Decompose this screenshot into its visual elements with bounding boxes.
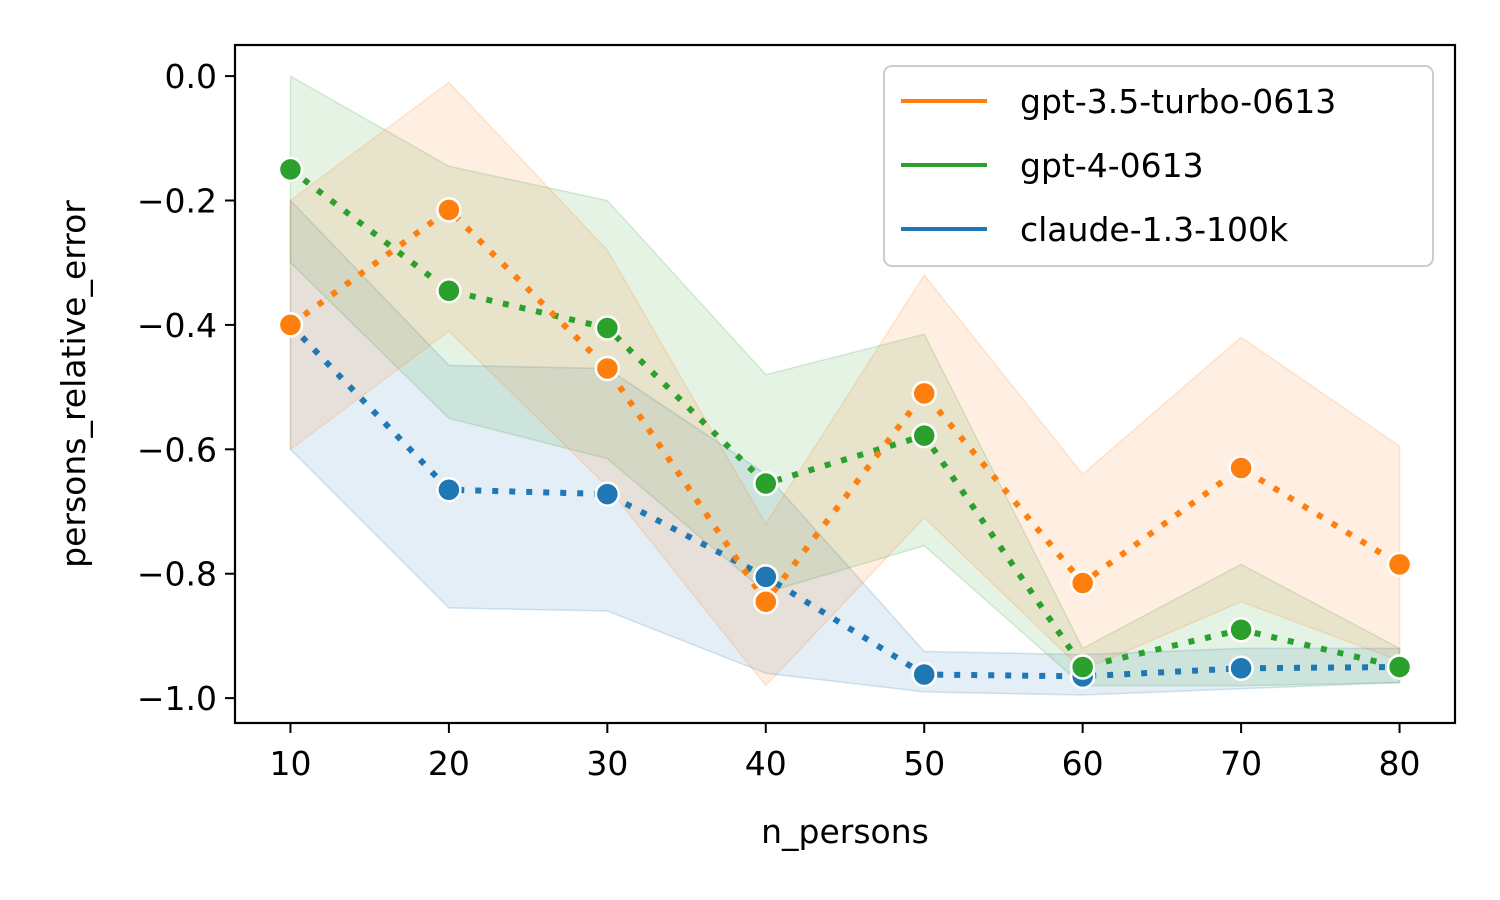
data-point-gpt-4-0613-40 xyxy=(753,470,779,497)
legend-label-gpt-4-0613: gpt-4-0613 xyxy=(1020,146,1204,185)
x-tick-label: 10 xyxy=(269,744,311,783)
data-point-gpt-4-0613-80 xyxy=(1386,654,1413,680)
series-markers xyxy=(277,156,1413,690)
legend-label-gpt-3-5-turbo-0613: gpt-3.5-turbo-0613 xyxy=(1020,82,1336,121)
data-point-gpt-4-0613-60 xyxy=(1069,654,1096,680)
x-axis-label: n_persons xyxy=(761,812,929,851)
series-line-gpt-4-0613 xyxy=(288,167,1401,671)
ci-band-gpt-4-0613 xyxy=(289,74,1401,687)
data-point-gpt-3-5-turbo-0613-70 xyxy=(1228,455,1254,481)
data-point-gpt-3-5-turbo-0613-80 xyxy=(1386,551,1413,578)
x-tick-label: 20 xyxy=(428,744,470,783)
x-tick-label: 70 xyxy=(1220,744,1262,783)
x-axis-ticks: 10 20 30 40 50 60 70 80 xyxy=(269,723,1421,783)
legend-label-claude-1-3-100k: claude-1.3-100k xyxy=(1020,210,1289,249)
data-point-gpt-3-5-turbo-0613-10 xyxy=(277,312,304,338)
data-point-gpt-4-0613-50 xyxy=(911,422,937,449)
plot-frame xyxy=(233,43,1457,725)
data-point-claude-1-3-100k-30 xyxy=(594,481,621,507)
data-point-gpt-3-5-turbo-0613-60 xyxy=(1069,570,1096,596)
y-tick-label: −0.6 xyxy=(137,430,217,469)
ci-band-claude-1-3-100k xyxy=(289,198,1401,696)
data-point-gpt-4-0613-10 xyxy=(277,156,304,183)
data-point-gpt-3-5-turbo-0613-40 xyxy=(753,588,779,615)
y-tick-label: 0.0 xyxy=(165,57,217,96)
data-point-claude-1-3-100k-40 xyxy=(753,564,779,590)
x-tick-label: 60 xyxy=(1062,744,1104,783)
x-tick-label: 80 xyxy=(1379,744,1421,783)
y-tick-label: −0.2 xyxy=(137,182,217,221)
data-point-gpt-3-5-turbo-0613-30 xyxy=(594,355,621,382)
data-point-gpt-4-0613-30 xyxy=(594,315,621,341)
legend: gpt-3.5-turbo-0613 gpt-4-0613 claude-1.3-1… xyxy=(883,65,1434,267)
y-axis-label: persons_relative_error xyxy=(54,200,93,568)
y-axis-ticks: 0.0 −0.2 −0.4 −0.6 −0.8 −1.0 xyxy=(137,57,235,718)
data-point-gpt-3-5-turbo-0613-20 xyxy=(436,197,462,223)
x-tick-label: 30 xyxy=(586,744,628,783)
series-lines xyxy=(288,167,1402,680)
data-point-gpt-3-5-turbo-0613-50 xyxy=(911,380,937,407)
data-point-claude-1-3-100k-20 xyxy=(436,476,462,503)
series-line-claude-1-3-100k xyxy=(288,322,1400,680)
data-point-gpt-4-0613-20 xyxy=(436,277,462,304)
data-point-claude-1-3-100k-50 xyxy=(911,661,937,688)
data-point-claude-1-3-100k-70 xyxy=(1228,655,1254,682)
y-tick-label: −1.0 xyxy=(137,679,217,718)
legend-box xyxy=(883,65,1434,267)
x-tick-label: 40 xyxy=(745,744,787,783)
y-tick-label: −0.8 xyxy=(137,555,217,594)
y-tick-label: −0.4 xyxy=(137,306,217,345)
data-point-gpt-4-0613-70 xyxy=(1228,616,1254,643)
x-tick-label: 50 xyxy=(903,744,945,783)
